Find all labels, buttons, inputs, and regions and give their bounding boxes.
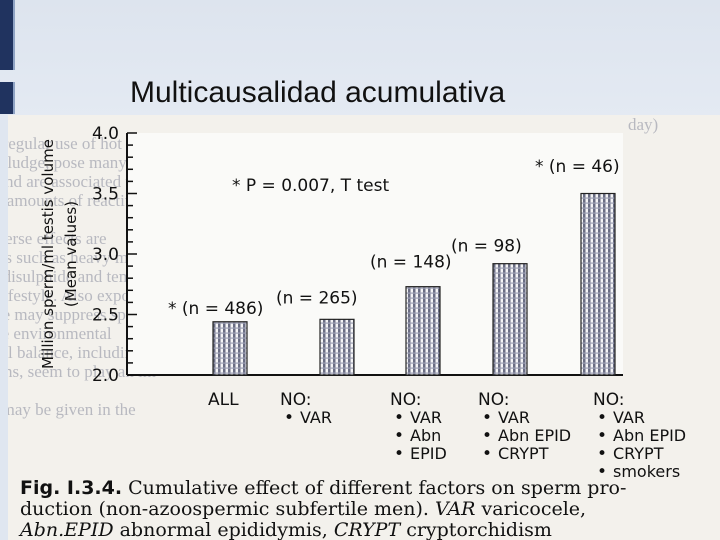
- bar: [492, 263, 528, 376]
- y-tick-label: 4.0: [92, 124, 119, 144]
- background-text-line: taken together, the hormonal balance, in…: [8, 343, 142, 362]
- category-head: ALL: [208, 390, 239, 410]
- background-text-line: Among the agents with adverse effects ar…: [8, 229, 107, 248]
- category-bullet: •: [284, 408, 294, 428]
- background-text-line: al. 1995 for a review), the lifestyle. A…: [8, 286, 158, 305]
- category-bullet: •: [394, 444, 404, 464]
- category-bullet: •: [597, 444, 607, 464]
- category-bullet: •: [597, 426, 607, 446]
- category-head: NO:: [280, 390, 312, 410]
- bar-label: * (n = 486): [168, 299, 263, 319]
- bar-label: (n = 265): [276, 289, 358, 309]
- slide-title: Multicausalidad acumulativa: [130, 76, 506, 109]
- category-head: NO:: [390, 390, 422, 410]
- category-item: Abn EPID: [498, 426, 571, 445]
- category-bullet: •: [394, 408, 404, 428]
- bar: [319, 318, 355, 376]
- caption-text-2: duction (non-azoospermic subfertile men)…: [20, 498, 429, 520]
- background-text-line: Several causal dimensions may be given i…: [8, 400, 136, 419]
- category-item: CRYPT: [498, 444, 549, 463]
- category-item: VAR: [410, 408, 442, 427]
- caption-fig-label: Fig. I.3.4.: [20, 477, 123, 499]
- category-item: Abn: [410, 426, 441, 445]
- accent-bar-top: [0, 0, 15, 70]
- plot-area: [127, 133, 623, 375]
- category-item: VAR: [300, 408, 332, 427]
- category-item: EPID: [410, 444, 447, 463]
- p-value-annotation: * P = 0.007, T test: [232, 176, 389, 196]
- caption-text-1: Cumulative effect of different factors o…: [128, 477, 627, 499]
- background-text-line: suppress spermatogenesis and are associa…: [8, 172, 156, 191]
- bar-label: (n = 148): [370, 253, 452, 273]
- category-bullet: •: [482, 408, 492, 428]
- category-bullet: •: [597, 408, 607, 428]
- category-item: Abn EPID: [613, 426, 686, 445]
- bar: [212, 321, 248, 376]
- category-bullet: •: [482, 426, 492, 446]
- background-text-line: day): [628, 115, 659, 134]
- category-item: smokers: [613, 462, 680, 481]
- background-text-line: oestrogens and antiandrogens, seem to pl…: [8, 362, 162, 381]
- caption-text-3: varicocele,: [481, 498, 587, 520]
- category-bullet: •: [597, 462, 607, 482]
- y-axis-label: Million sperm/ml testis volume: [39, 139, 57, 369]
- caption-text-4: abnormal epididymis,: [119, 519, 328, 540]
- caption-text-5: cryptorchidism: [406, 519, 552, 540]
- category-bullet: •: [482, 444, 492, 464]
- y-axis-label: (Mean values): [62, 201, 80, 307]
- category-bullet: •: [394, 426, 404, 446]
- category-item: VAR: [613, 408, 645, 427]
- bar: [580, 192, 616, 376]
- background-text-line: exposure to toxic substances such as hea…: [8, 248, 159, 267]
- scanned-figure: day) Mahmoud et al. 1998), the regular us…: [8, 115, 720, 540]
- caption-abbr-var: VAR: [435, 498, 476, 520]
- figure-caption: Fig. I.3.4. Cumulative effect of differe…: [20, 478, 720, 540]
- caption-abbr-epid: Abn.EPID: [20, 519, 114, 540]
- category-head: NO:: [593, 390, 625, 410]
- y-tick-label: 2.0: [92, 366, 119, 386]
- y-tick-label: 3.0: [92, 245, 119, 265]
- accent-bar-bottom: [0, 82, 15, 114]
- bar: [405, 286, 441, 376]
- background-text-line: Mahmoud et al. 1998), the regular use of…: [8, 134, 162, 153]
- y-tick-label: 2.5: [92, 306, 119, 326]
- background-text-line: genesis, the alteration of the environme…: [8, 324, 112, 343]
- bar-chart: 2.0 2.5 3.0 3.5 4.0 Million sperm/ml testis v…: [39, 124, 686, 482]
- slide-header: [0, 0, 720, 120]
- bar-label: (n = 98): [451, 237, 522, 257]
- category-head: NO:: [478, 390, 510, 410]
- category-item: VAR: [498, 408, 530, 427]
- y-tick-label: 3.5: [92, 185, 119, 205]
- caption-abbr-crypt: CRYPT: [333, 519, 401, 540]
- bar-label: * (n = 46): [535, 157, 620, 177]
- category-item: CRYPT: [613, 444, 664, 463]
